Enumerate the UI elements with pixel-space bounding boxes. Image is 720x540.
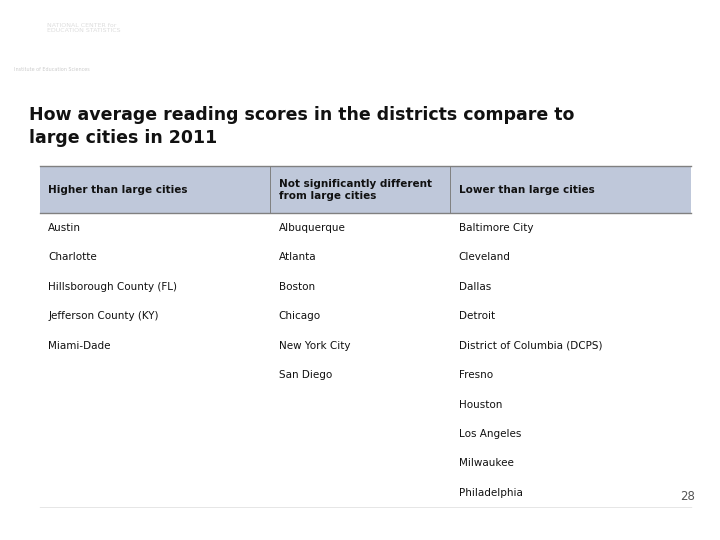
Text: Grade 8: Grade 8 — [299, 36, 421, 64]
Text: Milwaukee: Milwaukee — [459, 458, 513, 469]
Text: District of Columbia (DCPS): District of Columbia (DCPS) — [459, 341, 602, 350]
Text: Not significantly different
from large cities: Not significantly different from large c… — [279, 179, 432, 201]
Text: Jefferson County (KY): Jefferson County (KY) — [48, 311, 158, 321]
Text: Fresno: Fresno — [459, 370, 492, 380]
Text: Houston: Houston — [459, 400, 502, 410]
Text: Chicago: Chicago — [279, 311, 321, 321]
Text: How average reading scores in the districts compare to
large cities in 2011: How average reading scores in the distri… — [29, 106, 574, 147]
Text: Charlotte: Charlotte — [48, 252, 97, 262]
Text: Lower than large cities: Lower than large cities — [459, 185, 595, 195]
Text: Albuquerque: Albuquerque — [279, 223, 346, 233]
Text: 28: 28 — [680, 490, 695, 503]
Bar — [40, 166, 691, 213]
Text: Institute of Education Sciences: Institute of Education Sciences — [14, 68, 90, 72]
Text: Los Angeles: Los Angeles — [459, 429, 521, 439]
Text: Austin: Austin — [48, 223, 81, 233]
Text: Baltimore City: Baltimore City — [459, 223, 533, 233]
Text: NATIONAL CENTER for
EDUCATION STATISTICS: NATIONAL CENTER for EDUCATION STATISTICS — [47, 23, 120, 33]
Text: The
Nation's
Report Card: The Nation's Report Card — [640, 23, 698, 57]
Text: Hillsborough County (FL): Hillsborough County (FL) — [48, 282, 177, 292]
Text: :ies: :ies — [14, 21, 45, 36]
Text: Miami-Dade: Miami-Dade — [48, 341, 111, 350]
Text: New York City: New York City — [279, 341, 350, 350]
Text: Detroit: Detroit — [459, 311, 495, 321]
Text: Cleveland: Cleveland — [459, 252, 510, 262]
Text: Boston: Boston — [279, 282, 315, 292]
Text: Dallas: Dallas — [459, 282, 491, 292]
Text: Reading TUDA 2011: Reading TUDA 2011 — [14, 519, 146, 532]
Text: Higher than large cities: Higher than large cities — [48, 185, 188, 195]
Text: San Diego: San Diego — [279, 370, 332, 380]
Text: Atlanta: Atlanta — [279, 252, 316, 262]
Text: Philadelphia: Philadelphia — [459, 488, 523, 498]
